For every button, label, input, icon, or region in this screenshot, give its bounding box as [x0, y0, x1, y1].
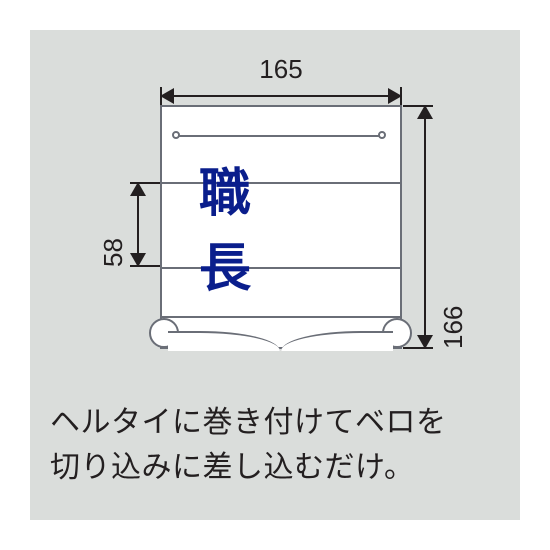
caption-line-2: 切り込みに差し込むだけ。	[50, 451, 415, 484]
band-text: 職 長	[160, 182, 402, 269]
caption-text: ヘルタイに巻き付けてベロを 切り込みに差し込むだけ。	[50, 400, 500, 490]
diagram-panel: 165 職 長 166 58 ヘルタイに巻き付けてベロ	[30, 30, 520, 520]
dimension-band-height-label: 58	[98, 182, 129, 267]
diagram-area: 165 職 長 166 58	[30, 30, 520, 390]
dimension-band-height	[128, 182, 148, 267]
slot-line	[178, 135, 380, 137]
slot-hole-left	[172, 131, 180, 139]
roll-top	[162, 316, 400, 331]
dimension-width-label: 165	[160, 54, 402, 85]
caption-line-1: ヘルタイに巻き付けてベロを	[50, 406, 447, 439]
dimension-height-label: 166	[438, 105, 469, 349]
dimension-width	[160, 86, 402, 106]
dimension-height	[415, 105, 435, 349]
slot-hole-right	[378, 131, 386, 139]
